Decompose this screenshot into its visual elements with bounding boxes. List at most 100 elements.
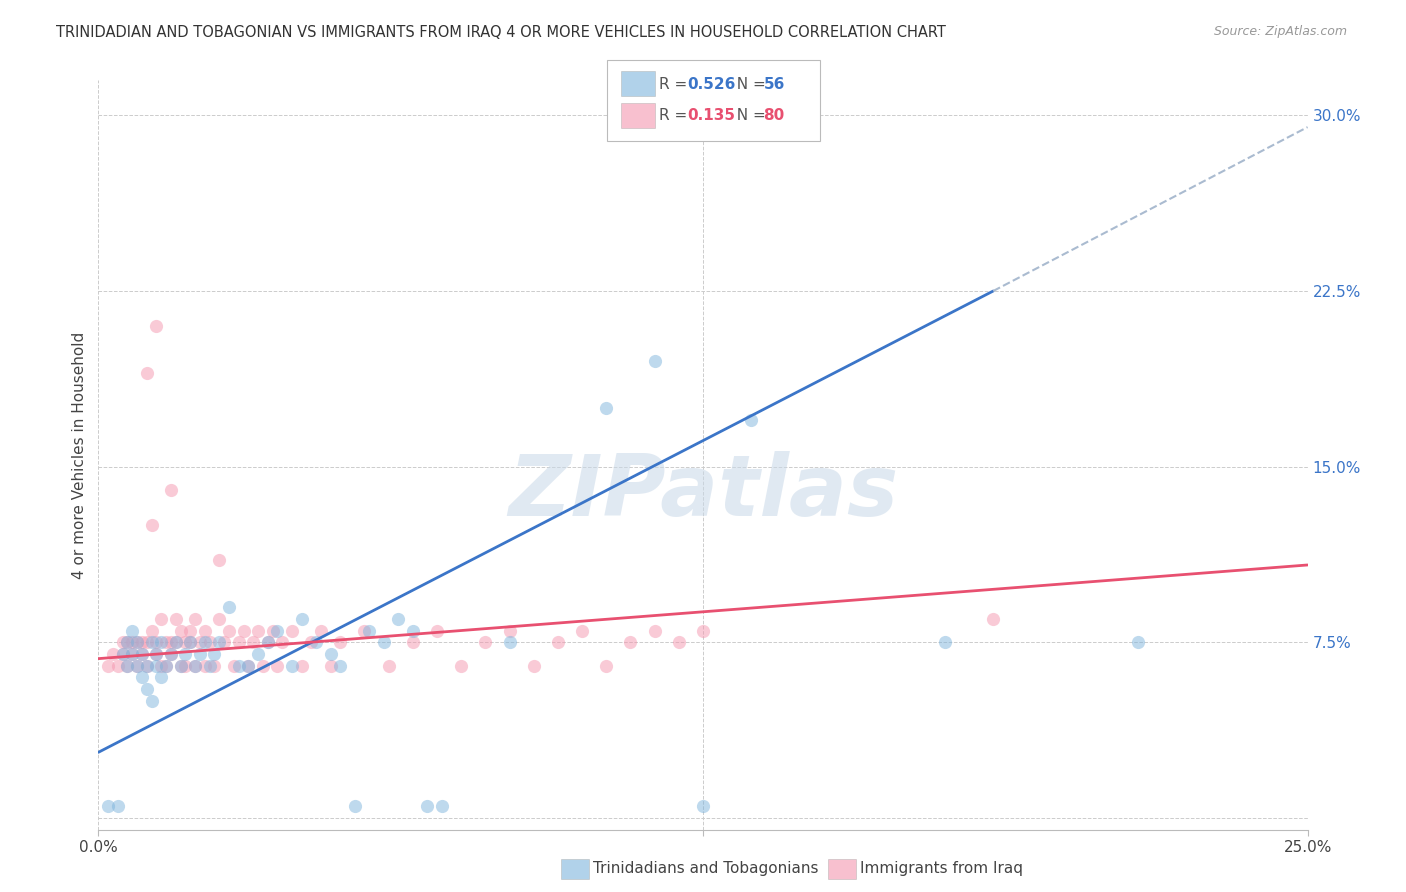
Point (165, 612, 187, 626)
Text: TRINIDADIAN AND TOBAGONIAN VS IMMIGRANTS FROM IRAQ 4 OR MORE VEHICLES IN HOUSEHO: TRINIDADIAN AND TOBAGONIAN VS IMMIGRANTS… (56, 25, 946, 40)
Point (271, 635, 294, 649)
Point (619, 635, 641, 649)
Point (256, 635, 278, 649)
Point (179, 635, 201, 649)
Point (305, 635, 328, 649)
Point (97, 658, 120, 673)
Point (165, 635, 187, 649)
Point (208, 612, 231, 626)
Point (194, 635, 217, 649)
Point (135, 366, 157, 380)
Point (266, 624, 288, 638)
Point (198, 635, 221, 649)
Point (595, 658, 617, 673)
Text: Immigrants from Iraq: Immigrants from Iraq (860, 862, 1024, 876)
Point (141, 694, 163, 708)
Point (131, 647, 153, 661)
Point (329, 658, 352, 673)
Point (179, 635, 201, 649)
Point (281, 658, 304, 673)
Point (232, 624, 254, 638)
Point (426, 624, 449, 638)
Point (121, 635, 143, 649)
Point (145, 647, 167, 661)
Point (145, 658, 167, 673)
Point (668, 635, 690, 649)
Point (160, 647, 183, 661)
Point (238, 658, 260, 673)
Point (353, 624, 375, 638)
Point (141, 624, 163, 638)
Point (290, 612, 312, 626)
Point (595, 401, 617, 416)
Point (117, 635, 139, 649)
Point (474, 635, 496, 649)
Point (228, 635, 250, 649)
Point (740, 413, 762, 427)
Text: R =: R = (659, 78, 693, 92)
Y-axis label: 4 or more Vehicles in Household: 4 or more Vehicles in Household (72, 331, 87, 579)
Point (644, 354, 666, 368)
Point (184, 612, 207, 626)
Point (359, 624, 381, 638)
Point (692, 799, 714, 814)
Text: N =: N = (727, 78, 770, 92)
Point (174, 658, 197, 673)
Point (402, 635, 425, 649)
Point (131, 635, 153, 649)
Point (228, 658, 250, 673)
Point (101, 647, 124, 661)
Point (498, 624, 520, 638)
Point (981, 612, 1004, 626)
Point (117, 658, 139, 673)
Point (498, 635, 520, 649)
Point (290, 658, 312, 673)
Point (111, 647, 134, 661)
Point (111, 647, 134, 661)
Point (131, 670, 153, 684)
Point (934, 635, 956, 649)
Point (107, 799, 129, 814)
Point (402, 624, 425, 638)
Point (121, 647, 143, 661)
Point (165, 635, 187, 649)
Point (97, 799, 120, 814)
Point (169, 624, 191, 638)
Point (247, 647, 270, 661)
Text: N =: N = (727, 109, 770, 123)
Text: 0.135: 0.135 (688, 109, 735, 123)
Point (198, 658, 221, 673)
Text: 80: 80 (763, 109, 785, 123)
Point (155, 658, 177, 673)
Point (343, 799, 366, 814)
Point (242, 635, 264, 649)
Point (238, 658, 260, 673)
Point (319, 658, 342, 673)
Text: ZIPatlas: ZIPatlas (508, 450, 898, 534)
Point (373, 635, 395, 649)
Point (571, 624, 593, 638)
Point (218, 624, 240, 638)
Point (145, 319, 167, 334)
Point (127, 635, 149, 649)
Point (117, 658, 139, 673)
Point (160, 647, 183, 661)
Point (179, 624, 201, 638)
Point (111, 635, 134, 649)
Point (184, 658, 207, 673)
Point (204, 658, 226, 673)
Point (450, 658, 472, 673)
Point (135, 635, 157, 649)
Point (299, 635, 322, 649)
Point (135, 658, 157, 673)
Point (1128, 635, 1150, 649)
Point (160, 483, 183, 497)
Point (319, 647, 342, 661)
Point (194, 624, 217, 638)
Point (523, 658, 546, 673)
Text: Trinidadians and Tobagonians: Trinidadians and Tobagonians (593, 862, 818, 876)
Point (377, 658, 399, 673)
Point (547, 635, 569, 649)
Point (127, 658, 149, 673)
Point (430, 799, 453, 814)
